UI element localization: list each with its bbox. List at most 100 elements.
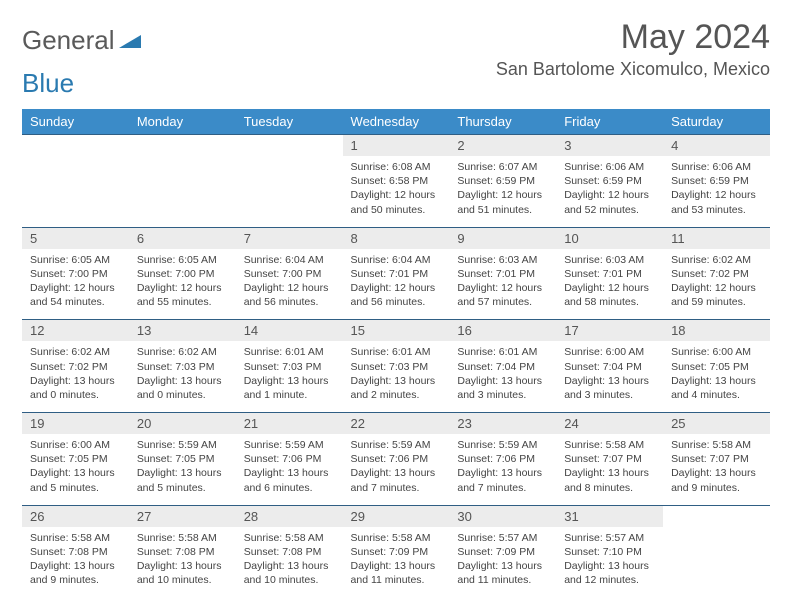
calendar-day-cell: 15Sunrise: 6:01 AMSunset: 7:03 PMDayligh… xyxy=(343,320,450,413)
logo-text-blue: Blue xyxy=(22,68,74,99)
day-content: Sunrise: 6:00 AMSunset: 7:05 PMDaylight:… xyxy=(22,434,129,505)
sunrise-text: Sunrise: 6:00 AM xyxy=(564,345,655,359)
sunrise-text: Sunrise: 6:06 AM xyxy=(671,160,762,174)
day-number: 31 xyxy=(556,506,663,527)
day-content: Sunrise: 6:00 AMSunset: 7:04 PMDaylight:… xyxy=(556,341,663,412)
day-content: Sunrise: 6:07 AMSunset: 6:59 PMDaylight:… xyxy=(449,156,556,227)
day-number: 15 xyxy=(343,320,450,341)
daylight-text: Daylight: 13 hours and 9 minutes. xyxy=(30,559,121,587)
location-label: San Bartolome Xicomulco, Mexico xyxy=(496,59,770,80)
daylight-text: Daylight: 13 hours and 9 minutes. xyxy=(671,466,762,494)
day-content: Sunrise: 5:58 AMSunset: 7:07 PMDaylight:… xyxy=(663,434,770,505)
daylight-text: Daylight: 13 hours and 3 minutes. xyxy=(564,374,655,402)
day-number: 22 xyxy=(343,413,450,434)
sunrise-text: Sunrise: 6:05 AM xyxy=(137,253,228,267)
day-content: Sunrise: 6:05 AMSunset: 7:00 PMDaylight:… xyxy=(22,249,129,320)
daylight-text: Daylight: 13 hours and 0 minutes. xyxy=(137,374,228,402)
sunset-text: Sunset: 7:00 PM xyxy=(244,267,335,281)
daylight-text: Daylight: 12 hours and 53 minutes. xyxy=(671,188,762,216)
daylight-text: Daylight: 12 hours and 50 minutes. xyxy=(351,188,442,216)
day-content: Sunrise: 6:04 AMSunset: 7:01 PMDaylight:… xyxy=(343,249,450,320)
sunset-text: Sunset: 7:00 PM xyxy=(30,267,121,281)
sunset-text: Sunset: 7:06 PM xyxy=(244,452,335,466)
weekday-header: Monday xyxy=(129,109,236,135)
sunset-text: Sunset: 6:59 PM xyxy=(671,174,762,188)
calendar-week-row: 19Sunrise: 6:00 AMSunset: 7:05 PMDayligh… xyxy=(22,413,770,506)
daylight-text: Daylight: 13 hours and 8 minutes. xyxy=(564,466,655,494)
day-number xyxy=(663,506,770,527)
calendar-day-cell xyxy=(236,135,343,228)
calendar-day-cell: 10Sunrise: 6:03 AMSunset: 7:01 PMDayligh… xyxy=(556,227,663,320)
daylight-text: Daylight: 12 hours and 52 minutes. xyxy=(564,188,655,216)
day-content: Sunrise: 6:06 AMSunset: 6:59 PMDaylight:… xyxy=(663,156,770,227)
calendar-day-cell: 3Sunrise: 6:06 AMSunset: 6:59 PMDaylight… xyxy=(556,135,663,228)
calendar-table: SundayMondayTuesdayWednesdayThursdayFrid… xyxy=(22,109,770,597)
day-number: 27 xyxy=(129,506,236,527)
calendar-day-cell xyxy=(129,135,236,228)
day-content: Sunrise: 5:59 AMSunset: 7:06 PMDaylight:… xyxy=(343,434,450,505)
daylight-text: Daylight: 13 hours and 11 minutes. xyxy=(457,559,548,587)
calendar-day-cell: 26 Sunrise: 5:58 AMSunset: 7:08 PMDayligh… xyxy=(22,505,129,597)
calendar-day-cell: 25Sunrise: 5:58 AMSunset: 7:07 PMDayligh… xyxy=(663,413,770,506)
calendar-day-cell: 17Sunrise: 6:00 AMSunset: 7:04 PMDayligh… xyxy=(556,320,663,413)
sunset-text: Sunset: 7:06 PM xyxy=(351,452,442,466)
calendar-week-row: 12Sunrise: 6:02 AMSunset: 7:02 PMDayligh… xyxy=(22,320,770,413)
day-number: 3 xyxy=(556,135,663,156)
day-number: 25 xyxy=(663,413,770,434)
calendar-day-cell: 7Sunrise: 6:04 AMSunset: 7:00 PMDaylight… xyxy=(236,227,343,320)
day-number: 24 xyxy=(556,413,663,434)
calendar-day-cell: 19Sunrise: 6:00 AMSunset: 7:05 PMDayligh… xyxy=(22,413,129,506)
calendar-day-cell: 28Sunrise: 5:58 AMSunset: 7:08 PMDayligh… xyxy=(236,505,343,597)
day-content: Sunrise: 6:01 AMSunset: 7:03 PMDaylight:… xyxy=(236,341,343,412)
day-content: Sunrise: 5:58 AMSunset: 7:07 PMDaylight:… xyxy=(556,434,663,505)
day-number: 18 xyxy=(663,320,770,341)
sunset-text: Sunset: 7:05 PM xyxy=(137,452,228,466)
daylight-text: Daylight: 12 hours and 59 minutes. xyxy=(671,281,762,309)
sunrise-text: Sunrise: 6:01 AM xyxy=(244,345,335,359)
calendar-day-cell: 22Sunrise: 5:59 AMSunset: 7:06 PMDayligh… xyxy=(343,413,450,506)
sunrise-text: Sunrise: 5:58 AM xyxy=(30,531,121,545)
sunrise-text: Sunrise: 5:59 AM xyxy=(457,438,548,452)
daylight-text: Daylight: 12 hours and 51 minutes. xyxy=(457,188,548,216)
sunrise-text: Sunrise: 5:59 AM xyxy=(351,438,442,452)
logo-text-gray: General xyxy=(22,25,115,56)
sunset-text: Sunset: 7:07 PM xyxy=(671,452,762,466)
sunset-text: Sunset: 7:04 PM xyxy=(564,360,655,374)
calendar-day-cell: 18Sunrise: 6:00 AMSunset: 7:05 PMDayligh… xyxy=(663,320,770,413)
weekday-header: Wednesday xyxy=(343,109,450,135)
daylight-text: Daylight: 13 hours and 0 minutes. xyxy=(30,374,121,402)
calendar-day-cell: 4Sunrise: 6:06 AMSunset: 6:59 PMDaylight… xyxy=(663,135,770,228)
sunset-text: Sunset: 7:00 PM xyxy=(137,267,228,281)
sunrise-text: Sunrise: 5:59 AM xyxy=(244,438,335,452)
day-number: 29 xyxy=(343,506,450,527)
day-number: 9 xyxy=(449,228,556,249)
day-number: 26 xyxy=(22,506,129,527)
sunset-text: Sunset: 7:02 PM xyxy=(671,267,762,281)
weekday-header: Thursday xyxy=(449,109,556,135)
sunrise-text: Sunrise: 5:58 AM xyxy=(351,531,442,545)
day-number: 1 xyxy=(343,135,450,156)
sunset-text: Sunset: 7:04 PM xyxy=(457,360,548,374)
sunrise-text: Sunrise: 6:05 AM xyxy=(30,253,121,267)
sunset-text: Sunset: 7:08 PM xyxy=(30,545,121,559)
calendar-day-cell: 24Sunrise: 5:58 AMSunset: 7:07 PMDayligh… xyxy=(556,413,663,506)
day-content: Sunrise: 5:58 AMSunset: 7:09 PMDaylight:… xyxy=(343,527,450,598)
sunset-text: Sunset: 7:05 PM xyxy=(671,360,762,374)
calendar-week-row: 26Sunrise: 5:58 AMSunset: 7:08 PMDayligh… xyxy=(22,505,770,597)
sunrise-text: Sunrise: 5:57 AM xyxy=(564,531,655,545)
daylight-text: Daylight: 13 hours and 5 minutes. xyxy=(30,466,121,494)
daylight-text: Daylight: 13 hours and 10 minutes. xyxy=(244,559,335,587)
calendar-day-cell: 31Sunrise: 5:57 AMSunset: 7:10 PMDayligh… xyxy=(556,505,663,597)
sunrise-text: Sunrise: 6:00 AM xyxy=(671,345,762,359)
calendar-day-cell: 12Sunrise: 6:02 AMSunset: 7:02 PMDayligh… xyxy=(22,320,129,413)
daylight-text: Daylight: 13 hours and 11 minutes. xyxy=(351,559,442,587)
day-content xyxy=(22,156,129,216)
day-number: 13 xyxy=(129,320,236,341)
weekday-header: Friday xyxy=(556,109,663,135)
sunset-text: Sunset: 7:06 PM xyxy=(457,452,548,466)
sunrise-text: Sunrise: 6:03 AM xyxy=(457,253,548,267)
sunrise-text: Sunrise: 6:01 AM xyxy=(351,345,442,359)
calendar-day-cell: 11Sunrise: 6:02 AMSunset: 7:02 PMDayligh… xyxy=(663,227,770,320)
day-number: 7 xyxy=(236,228,343,249)
day-content xyxy=(663,527,770,587)
